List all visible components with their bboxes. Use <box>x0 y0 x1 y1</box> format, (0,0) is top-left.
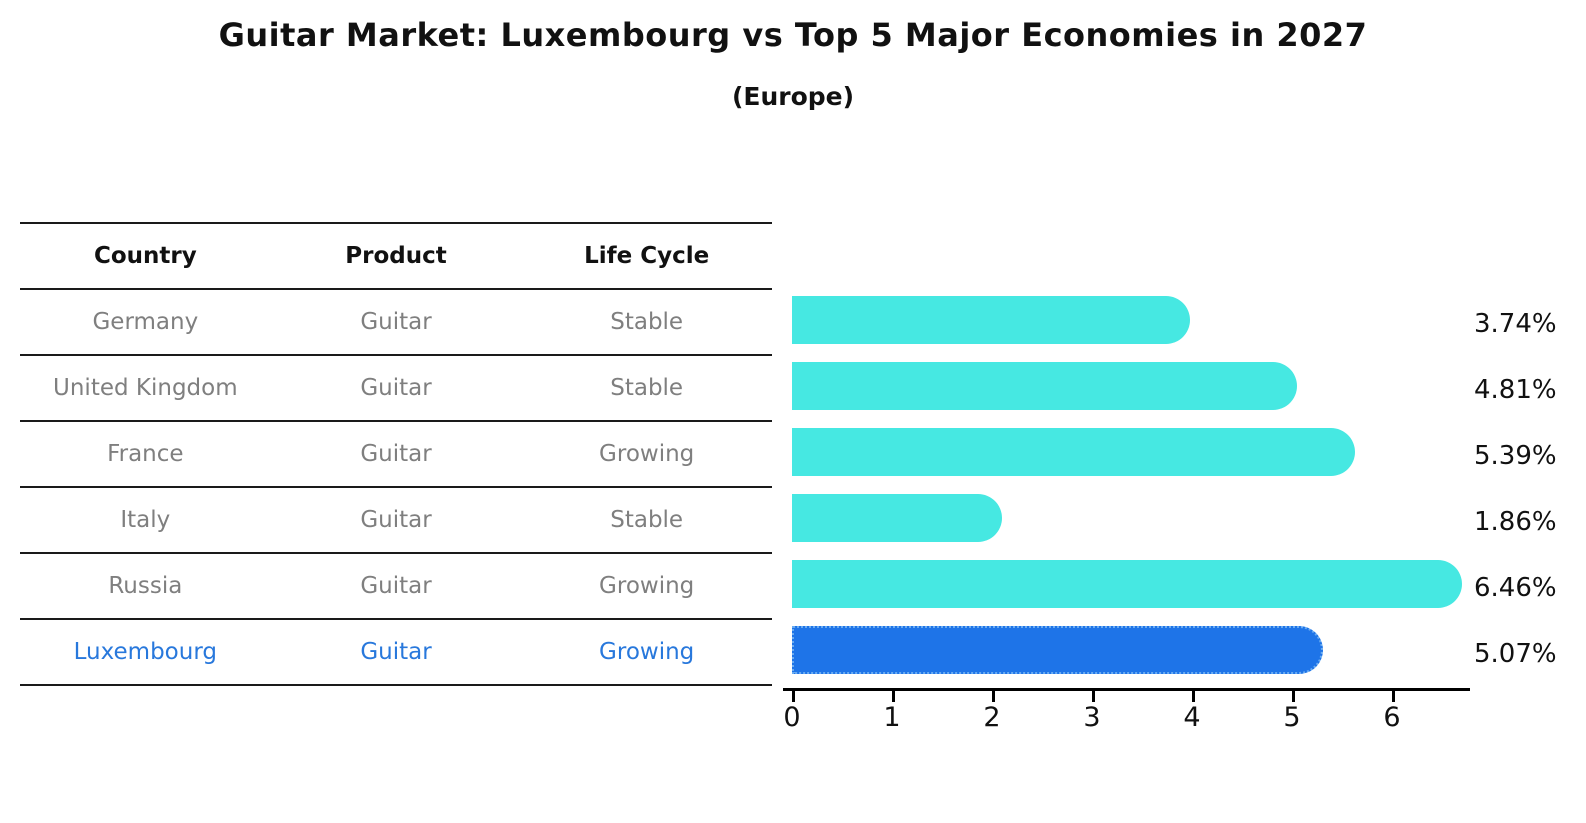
x-axis-tick <box>1392 691 1395 702</box>
x-axis-tick-label: 1 <box>883 702 901 733</box>
table-cell-life_cycle: Growing <box>599 639 695 665</box>
bar-value-label: 6.46% <box>1474 573 1557 603</box>
table-cell-life_cycle: Stable <box>610 507 684 533</box>
x-axis-tick-label: 0 <box>783 702 801 733</box>
table-cell-country: Italy <box>120 507 171 533</box>
table-header-row: Country Product Life Cycle <box>20 224 772 290</box>
bar-germany <box>792 296 1190 344</box>
x-axis-line <box>783 688 1470 691</box>
table-cell-product: Guitar <box>360 639 432 665</box>
bar-france <box>792 428 1355 476</box>
table-cell-life_cycle: Stable <box>610 375 684 401</box>
x-axis-tick-label: 4 <box>1183 702 1201 733</box>
x-axis-tick-label: 3 <box>1083 702 1101 733</box>
table-cell-product: Guitar <box>360 573 432 599</box>
table-row: Germany Guitar Stable <box>20 290 772 356</box>
x-axis-tick <box>1092 691 1095 702</box>
table-cell-product: Guitar <box>360 441 432 467</box>
bar-united-kingdom <box>792 362 1297 410</box>
bar-luxembourg <box>792 626 1323 674</box>
table-row: United Kingdom Guitar Stable <box>20 356 772 422</box>
page-title: Guitar Market: Luxembourg vs Top 5 Major… <box>218 16 1368 54</box>
table-cell-country: Luxembourg <box>73 639 217 665</box>
x-axis-tick <box>792 691 795 702</box>
x-axis-tick <box>892 691 895 702</box>
table-cell-product: Guitar <box>360 375 432 401</box>
bar-value-label: 4.81% <box>1474 375 1557 405</box>
table-row: France Guitar Growing <box>20 422 772 488</box>
bar-value-label: 5.07% <box>1474 639 1557 669</box>
x-axis-tick-label: 5 <box>1283 702 1301 733</box>
bar-value-label: 3.74% <box>1474 309 1557 339</box>
country-table: Country Product Life Cycle Germany Guitar… <box>20 222 772 686</box>
bar-italy <box>792 494 1002 542</box>
x-axis-tick <box>1292 691 1295 702</box>
table-row: Russia Guitar Growing <box>20 554 772 620</box>
table-cell-country: Germany <box>92 309 199 335</box>
bar-value-label: 5.39% <box>1474 441 1557 471</box>
table-cell-life_cycle: Stable <box>610 309 684 335</box>
x-axis-tick-label: 2 <box>983 702 1001 733</box>
x-axis-tick-label: 6 <box>1383 702 1401 733</box>
column-header-country: Country <box>93 243 197 269</box>
table-row: Luxembourg Guitar Growing <box>20 620 772 686</box>
table-cell-life_cycle: Growing <box>599 441 695 467</box>
table-row: Italy Guitar Stable <box>20 488 772 554</box>
bar-value-label: 1.86% <box>1474 507 1557 537</box>
table-cell-product: Guitar <box>360 507 432 533</box>
table-cell-country: Russia <box>108 573 183 599</box>
table-cell-country: United Kingdom <box>53 375 238 401</box>
column-header-product: Product <box>345 243 447 269</box>
column-header-lifecycle: Life Cycle <box>584 243 710 269</box>
table-cell-product: Guitar <box>360 309 432 335</box>
table-cell-country: France <box>107 441 184 467</box>
x-axis-tick <box>992 691 995 702</box>
table-cell-life_cycle: Growing <box>599 573 695 599</box>
bar-russia <box>792 560 1462 608</box>
x-axis-tick <box>1192 691 1195 702</box>
page-subtitle: (Europe) <box>731 82 855 111</box>
